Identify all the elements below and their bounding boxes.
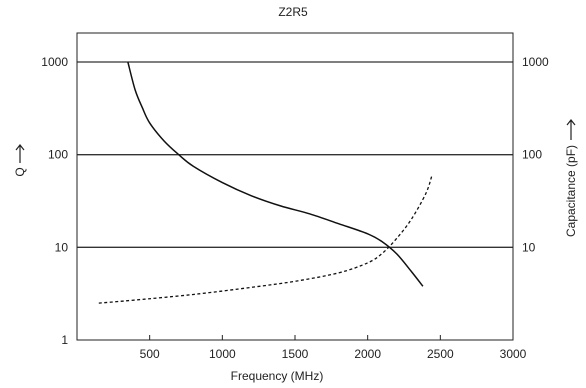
grid-layer [77, 61, 513, 248]
y-right-tick-label-10: 10 [522, 240, 536, 254]
x-tick-label-2500: 2500 [427, 347, 454, 361]
tick-layer: 500 1000 1500 2000 2500 3000 1 10 100 1000 10 100 10… [41, 55, 549, 361]
plot-frame [76, 32, 514, 341]
plot-border [76, 32, 514, 341]
x-tick-label-1500: 1500 [282, 347, 309, 361]
x-tick-label-3000: 3000 [500, 347, 527, 361]
y-axis-label-left: Q [13, 167, 27, 176]
x-tick-label-2000: 2000 [354, 347, 381, 361]
chart-title: Z2R5 [278, 5, 308, 19]
y-left-tick-label-100: 100 [48, 148, 68, 162]
left-axis-arrow-icon [15, 144, 25, 163]
x-axis-label: Frequency (MHz) [231, 369, 324, 383]
y-left-tick-label-1: 1 [61, 333, 68, 347]
y-left-tick-label-10: 10 [55, 240, 69, 254]
right-axis-arrow-icon [566, 119, 576, 140]
series-line-solid [127, 61, 424, 287]
y-right-tick-label-1000: 1000 [522, 55, 549, 69]
series-line-dashed [98, 176, 433, 304]
left-axis-label-group: Q [13, 144, 27, 177]
y-right-tick-label-100: 100 [522, 148, 542, 162]
x-tick-label-1000: 1000 [209, 347, 236, 361]
y-axis-label-right: Capacitance (pF) [564, 145, 578, 237]
y-left-tick-label-1000: 1000 [41, 55, 68, 69]
x-tick-label-500: 500 [140, 347, 160, 361]
series-layer [98, 61, 433, 304]
right-axis-label-group: Capacitance (pF) [564, 119, 578, 237]
